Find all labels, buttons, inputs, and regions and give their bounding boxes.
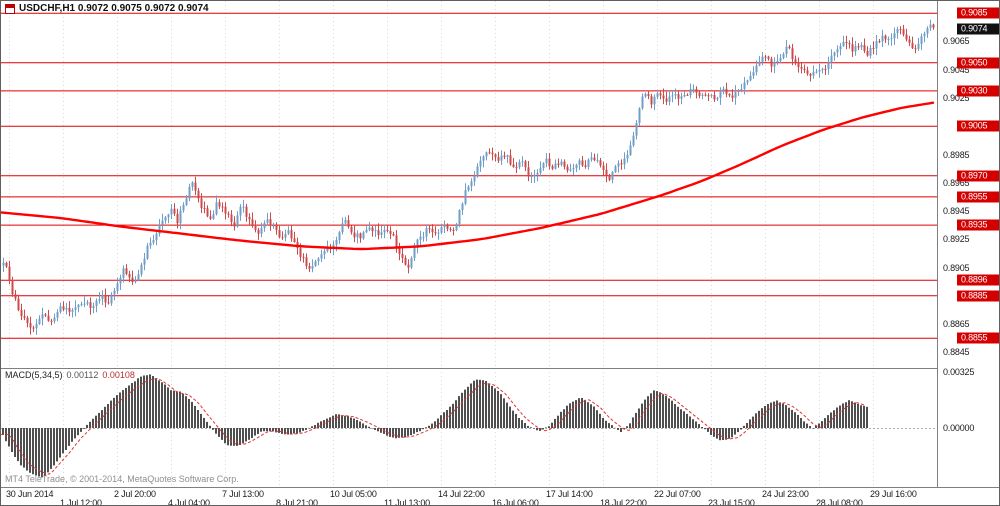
price-tick: 0.9065 [943,36,970,47]
price-level-tag[interactable]: 0.9030 [957,85,999,97]
macd-signal-value: 0.00108 [102,370,135,380]
price-tick: 0.8945 [943,206,970,217]
time-label: 23 Jul 15:00 [708,498,755,506]
macd-name: MACD(5,34,5) [5,370,63,380]
time-label: 4 Jul 04:00 [168,498,210,506]
time-axis[interactable]: 30 Jun 2014 1 Jul 12:00 2 Jul 20:00 4 Jul 0… [1,487,999,506]
time-label: 2 Jul 20:00 [114,489,156,499]
macd-histogram [2,374,868,478]
price-tick: 0.8985 [943,149,970,160]
time-label: 8 Jul 21:00 [276,498,318,506]
price-tick: 0.8865 [943,319,970,330]
time-label: 17 Jul 14:00 [546,489,593,499]
current-price-tag: 0.9074 [957,23,999,35]
price-level-tag[interactable]: 0.9085 [957,7,999,19]
macd-signal-line [1,377,866,475]
time-label: 29 Jul 16:00 [870,489,917,499]
price-tick: 0.8925 [943,234,970,245]
price-level-tag[interactable]: 0.9050 [957,57,999,69]
price-tick: 0.8965 [943,177,970,188]
price-chart-area[interactable] [1,1,937,368]
price-level-tag[interactable]: 0.8855 [957,332,999,344]
time-label: 10 Jul 05:00 [330,489,377,499]
time-label: 24 Jul 23:00 [762,489,809,499]
macd-tick: 0.00000 [943,423,975,433]
support-resistance-lines[interactable] [1,12,937,339]
time-label: 30 Jun 2014 [6,489,54,499]
time-label: 22 Jul 07:00 [654,489,701,499]
price-level-tag[interactable]: 0.8955 [957,191,999,203]
macd-value: 0.00112 [66,370,99,380]
price-axis[interactable]: 0.9065 0.9045 0.9025 0.8985 0.8965 0.8945 0.89… [937,1,999,487]
price-level-tag[interactable]: 0.8885 [957,290,999,302]
price-level-tag[interactable]: 0.8896 [957,274,999,286]
time-label: 7 Jul 13:00 [222,489,264,499]
time-label: 18 Jul 22:00 [600,498,647,506]
macd-indicator-area[interactable] [1,368,937,487]
price-level-tag[interactable]: 0.8935 [957,219,999,231]
moving-average-line [1,101,935,251]
price-level-tag[interactable]: 0.9005 [957,120,999,132]
time-label: 16 Jul 06:00 [492,498,539,506]
price-tick: 0.8905 [943,262,970,273]
macd-tick: 0.00325 [943,367,975,377]
price-tick: 0.9045 [943,64,970,75]
macd-indicator-label: MACD(5,34,5) 0.00112 0.00108 [5,370,135,380]
time-label: 1 Jul 12:00 [60,498,102,506]
symbol-quote-label: USDCHF,H1 0.9072 0.9075 0.9072 0.9074 [19,3,209,14]
broker-watermark: MT4 TeleTrade, © 2001-2014, MetaQuotes S… [5,474,239,484]
chart-window-icon [5,4,15,14]
vertical-gridlines [9,1,874,368]
price-tick: 0.8845 [943,347,970,358]
time-label: 14 Jul 22:00 [438,489,485,499]
price-tick: 0.9025 [943,93,970,103]
time-label: 28 Jul 08:00 [816,498,863,506]
time-label: 11 Jul 13:00 [384,498,430,506]
candles-series [2,19,935,335]
price-level-tag[interactable]: 0.8970 [957,170,999,182]
